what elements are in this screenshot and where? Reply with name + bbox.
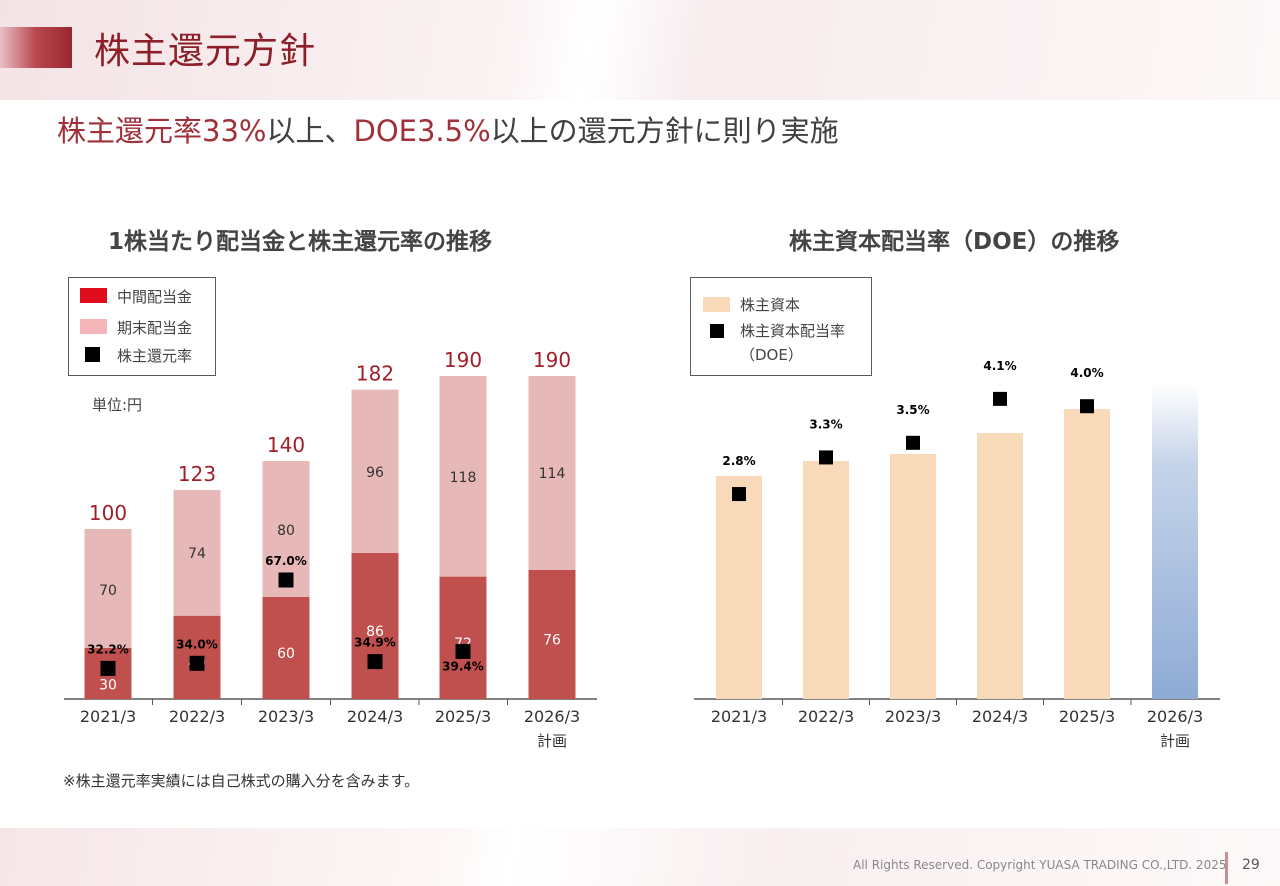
- subtitle-part-4: DOE3.5%: [353, 114, 491, 148]
- dividend-total-label: 190: [444, 348, 482, 372]
- dividend-label-interim: 30: [99, 678, 117, 694]
- return-rate-marker: [367, 654, 383, 670]
- doe-value-label: 3.5%: [896, 403, 929, 417]
- equity-bar: [803, 461, 849, 699]
- legend-label-return-rate: 株主還元率: [117, 347, 193, 365]
- subtitle-part-3: 以上、: [266, 114, 354, 148]
- dividend-x-tick-label: 2025/3: [435, 707, 491, 726]
- dividend-legend: 中間配当金 期末配当金 株主還元率: [68, 277, 216, 376]
- copyright: All Rights Reserved. Copyright YUASA TRA…: [853, 858, 1227, 872]
- dividend-label-final: 118: [450, 470, 477, 486]
- dividend-label-interim: 76: [543, 632, 561, 648]
- dividend-label-interim: 86: [366, 624, 384, 640]
- doe-x-sublabel: 計画: [1160, 732, 1190, 750]
- dividend-bar-final: [528, 376, 576, 570]
- equity-bar: [716, 476, 762, 699]
- doe-x-tick-label: 2024/3: [972, 707, 1028, 726]
- legend-swatch-final: [80, 319, 107, 334]
- legend-swatch-equity: [703, 297, 730, 312]
- doe-x-tick-label: 2022/3: [798, 707, 854, 726]
- dividend-bar-interim: [439, 576, 487, 699]
- legend-label-equity: 株主資本: [740, 296, 801, 314]
- legend-label-doe-line2: （DOE）: [740, 346, 803, 364]
- return-rate-marker: [100, 660, 116, 676]
- footnote: ※株主還元率実績には自己株式の購入分を含みます。: [63, 772, 420, 790]
- doe-value-label: 3.3%: [809, 417, 842, 431]
- dividend-x-sublabel: 計画: [537, 732, 567, 750]
- dividend-bar-final: [351, 389, 399, 553]
- header-band: [0, 0, 1280, 100]
- return-rate-label: 34.0%: [176, 637, 218, 651]
- dividend-chart-title: 1株当たり配当金と株主還元率の推移: [108, 229, 493, 255]
- equity-bar: [1064, 409, 1110, 699]
- return-rate-label: 34.9%: [354, 636, 396, 650]
- title-accent-bar: [0, 27, 72, 68]
- page-title: 株主還元方針: [94, 31, 317, 72]
- dividend-bar-final: [439, 376, 487, 577]
- doe-legend: 株主資本 株主資本配当率 （DOE）: [690, 277, 872, 376]
- dividend-bar-final: [84, 529, 132, 648]
- doe-x-tick-label: 2026/3: [1147, 707, 1203, 726]
- page-number: 29: [1242, 857, 1260, 873]
- return-rate-label: 67.0%: [265, 554, 307, 568]
- doe-marker: [1080, 399, 1094, 414]
- dividend-total-label: 140: [267, 433, 305, 457]
- doe-marker: [993, 391, 1007, 406]
- legend-marker-return-rate: [85, 347, 100, 362]
- legend-label-final: 期末配当金: [117, 319, 193, 337]
- subtitle-part-1: 株主還元率: [57, 114, 203, 148]
- doe-x-tick-label: 2021/3: [711, 707, 767, 726]
- doe-x-tick-label: 2023/3: [885, 707, 941, 726]
- doe-marker: [732, 487, 746, 502]
- return-rate-label: 32.2%: [87, 642, 129, 656]
- legend-marker-doe: [710, 324, 724, 338]
- dividend-bar-interim: [528, 569, 576, 699]
- dividend-label-interim: 60: [277, 646, 295, 662]
- doe-x-tick-label: 2025/3: [1059, 707, 1115, 726]
- return-rate-marker: [189, 655, 205, 671]
- return-rate-marker: [455, 643, 471, 659]
- doe-value-label: 4.1%: [983, 359, 1016, 373]
- doe-marker: [906, 435, 920, 450]
- dividend-total-label: 123: [178, 462, 216, 486]
- return-rate-label: 39.4%: [442, 659, 484, 673]
- dividend-bar-interim: [351, 552, 399, 699]
- dividend-x-tick-label: 2021/3: [80, 707, 136, 726]
- unit-label: 単位:円: [92, 396, 143, 414]
- doe-marker: [819, 450, 833, 465]
- dividend-x-tick-label: 2026/3: [524, 707, 580, 726]
- dividend-x-tick-label: 2023/3: [258, 707, 314, 726]
- doe-value-label: 2.8%: [722, 454, 755, 468]
- doe-chart-title: 株主資本配当率（DOE）の推移: [789, 229, 1120, 255]
- dividend-bar-interim: [262, 597, 310, 699]
- equity-bar: [977, 433, 1023, 699]
- page-number-separator: [1225, 852, 1228, 884]
- equity-bar: [890, 454, 936, 699]
- subtitle-part-5: 以上の還元方針に則り実施: [490, 114, 839, 148]
- legend-label-interim: 中間配当金: [117, 288, 193, 306]
- dividend-bar-final: [173, 489, 221, 616]
- dividend-x-tick-label: 2024/3: [347, 707, 403, 726]
- dividend-label-final: 74: [188, 546, 206, 562]
- dividend-label-final: 80: [277, 523, 295, 539]
- equity-bar-plan: [1152, 384, 1198, 699]
- doe-value-label: 4.0%: [1070, 366, 1103, 380]
- dividend-x-tick-label: 2022/3: [169, 707, 225, 726]
- page-subtitle: 株主還元率33%以上、DOE3.5%以上の還元方針に則り実施: [57, 108, 839, 150]
- footer-band: [0, 828, 1280, 886]
- legend-label-doe: 株主資本配当率: [740, 322, 846, 340]
- subtitle-part-2: 33%: [202, 114, 267, 148]
- dividend-total-label: 100: [89, 501, 127, 525]
- dividend-total-label: 190: [533, 348, 571, 372]
- legend-swatch-interim: [80, 288, 107, 303]
- dividend-label-final: 114: [539, 466, 566, 482]
- dividend-total-label: 182: [356, 362, 394, 386]
- dividend-label-final: 70: [99, 583, 117, 599]
- dividend-label-final: 96: [366, 465, 384, 481]
- return-rate-marker: [278, 572, 294, 588]
